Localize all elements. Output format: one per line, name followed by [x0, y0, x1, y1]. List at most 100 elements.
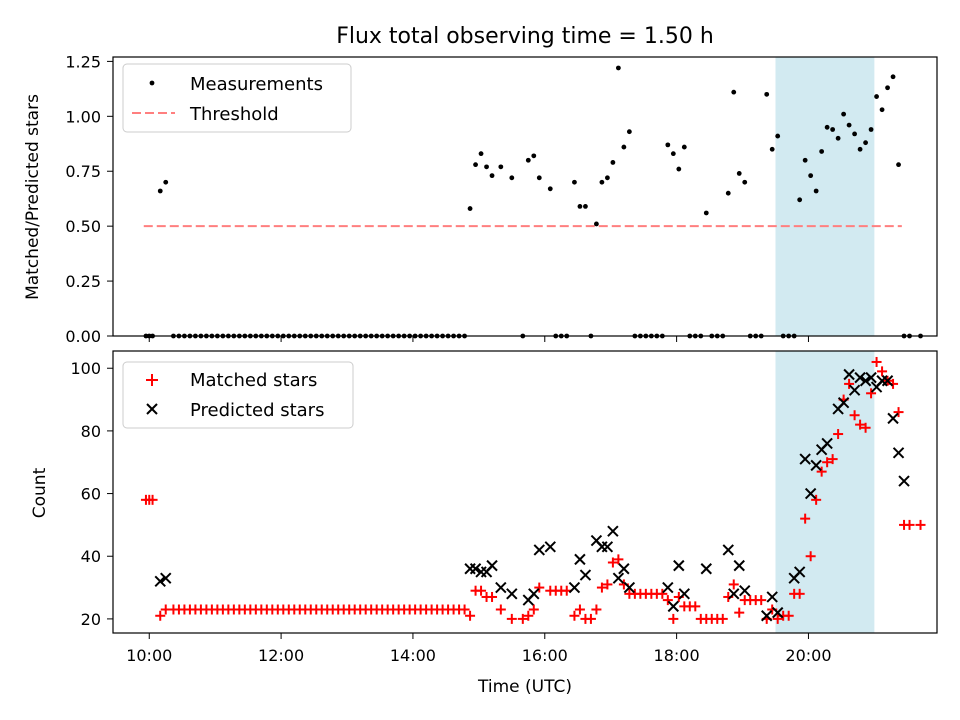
predicted-star-point	[799, 453, 811, 465]
measurement-point	[890, 74, 896, 80]
predicted-star-point	[821, 437, 833, 450]
measurement-point	[525, 157, 531, 163]
legend-measurements-label: Measurements	[190, 74, 323, 95]
x-axis-label: Time (UTC)	[477, 677, 572, 697]
predicted-star-point	[766, 591, 778, 603]
count-panel: 20 40 60 80 100 10:00 12:00 14:00 16:00 18:00 20:…	[30, 350, 938, 697]
predicted-star-point	[528, 588, 540, 600]
measurement-point	[478, 151, 484, 157]
predicted-star-point	[854, 371, 866, 384]
ratio-y-tick-label: 0.00	[65, 327, 101, 346]
legend-predicted-marker	[146, 403, 158, 415]
count-highlight-window	[775, 351, 875, 633]
measurement-point	[670, 151, 676, 157]
predicted-star-point	[618, 563, 630, 575]
matched-stars-points	[140, 356, 926, 624]
count-x-ticks: 10:00 12:00 14:00 16:00 18:00 20:00	[126, 633, 832, 665]
predicted-star-point	[892, 447, 905, 459]
measurement-point	[731, 89, 737, 95]
matched-star-point	[860, 422, 871, 433]
matched-star-point	[805, 551, 816, 562]
matched-star-point	[772, 613, 783, 624]
predicted-star-point	[881, 375, 894, 387]
measurement-point	[489, 173, 495, 179]
matched-star-point	[528, 604, 539, 615]
measurement-point	[467, 206, 473, 211]
measurement-point	[764, 91, 770, 97]
matched-star-point	[849, 410, 860, 421]
measurement-point	[626, 129, 632, 135]
measurement-point	[874, 94, 879, 99]
matched-star-point	[690, 601, 701, 612]
measurement-point	[681, 144, 687, 150]
measurement-point	[857, 146, 863, 152]
matched-star-point	[459, 604, 470, 615]
predicted-star-point	[533, 544, 545, 556]
measurement-point	[509, 175, 515, 181]
matched-star-point	[147, 494, 158, 505]
matched-star-point	[811, 494, 822, 505]
measurement-point	[824, 124, 830, 130]
matched-star-point	[822, 457, 833, 468]
measurement-point	[841, 111, 847, 117]
matched-star-point	[893, 407, 904, 418]
measurement-point	[531, 153, 537, 159]
matched-star-point	[476, 585, 487, 596]
measurement-point	[577, 203, 583, 209]
matched-star-point	[904, 519, 915, 530]
legend-predicted-label: Predicted stars	[190, 400, 324, 421]
ratio-panel: 0.00 0.25 0.50 0.75 1.00 1.25 Matched/Predict…	[23, 52, 938, 346]
measurement-point	[813, 188, 819, 194]
measurement-point	[808, 173, 814, 179]
matched-star-point	[734, 607, 745, 618]
measurement-point	[163, 179, 169, 185]
measurement-point	[896, 162, 901, 168]
matched-star-point	[523, 610, 534, 621]
measurement-points	[143, 65, 923, 339]
predicted-star-point	[667, 600, 680, 613]
matched-star-point	[855, 419, 866, 430]
predicted-star-point	[859, 375, 872, 387]
measurement-point	[775, 133, 781, 139]
predicted-star-point	[898, 475, 910, 487]
predicted-star-point	[544, 541, 556, 553]
predicted-star-point	[662, 581, 674, 594]
matched-star-point	[602, 579, 613, 590]
predicted-star-point	[843, 368, 855, 381]
predicted-star-point	[612, 572, 625, 584]
matched-star-point	[728, 579, 739, 590]
measurement-point	[665, 142, 671, 148]
x-tick-label: 20:00	[785, 646, 831, 665]
measurement-point	[676, 166, 682, 172]
matched-star-point	[827, 454, 838, 465]
predicted-star-point	[486, 559, 498, 572]
measurement-point	[885, 85, 890, 91]
matched-star-point	[506, 613, 517, 624]
count-y-tick-label: 20	[81, 610, 101, 629]
predicted-star-point	[623, 581, 636, 594]
matched-star-point	[487, 591, 498, 602]
matched-star-point	[783, 610, 794, 621]
predicted-star-point	[574, 553, 586, 566]
predicted-star-point	[739, 584, 751, 597]
matched-star-point	[657, 588, 668, 599]
predicted-star-point	[771, 606, 784, 619]
matched-star-point	[833, 429, 844, 440]
measurement-point	[473, 162, 478, 168]
count-plot-frame	[112, 350, 938, 634]
matched-star-point	[534, 582, 545, 593]
predicted-star-point	[601, 541, 614, 553]
measurement-point	[610, 160, 616, 165]
chart-title: Flux total observing time = 1.50 h	[336, 24, 714, 49]
ratio-y-tick-label: 1.00	[65, 107, 101, 126]
matched-star-point	[877, 366, 888, 377]
measurement-point	[736, 171, 742, 176]
predicted-star-point	[469, 563, 482, 575]
matched-star-point	[591, 604, 602, 615]
x-tick-label: 10:00	[126, 646, 172, 665]
measurement-point	[879, 107, 885, 113]
measurement-point	[863, 140, 868, 146]
predicted-star-point	[673, 559, 685, 572]
ratio-y-ticks: 0.00 0.25 0.50 0.75 1.00 1.25	[65, 52, 113, 346]
matched-star-point	[517, 613, 528, 624]
